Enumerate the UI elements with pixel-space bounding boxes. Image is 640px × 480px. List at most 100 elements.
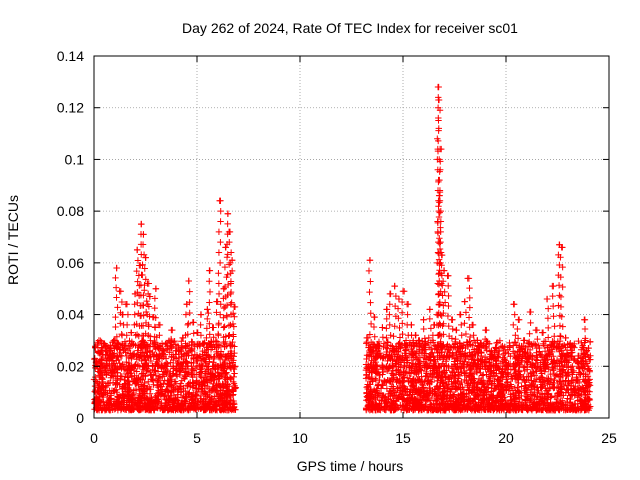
data-point-marker bbox=[101, 401, 108, 409]
data-point-marker bbox=[154, 398, 161, 406]
data-point-marker bbox=[527, 319, 534, 327]
data-point-marker bbox=[112, 274, 119, 282]
data-point-marker bbox=[197, 405, 204, 412]
data-point-marker bbox=[223, 381, 231, 388]
y-tick-label: 0.08 bbox=[57, 203, 84, 219]
data-point-marker bbox=[197, 372, 204, 380]
data-point-marker bbox=[112, 313, 119, 321]
data-point-marker bbox=[219, 397, 227, 404]
data-point-marker bbox=[112, 284, 120, 291]
data-point-marker bbox=[188, 393, 195, 401]
data-point-marker bbox=[482, 326, 489, 334]
data-point-marker bbox=[159, 371, 167, 378]
data-point-marker bbox=[565, 378, 572, 385]
data-point-marker bbox=[391, 282, 398, 290]
data-point-marker bbox=[186, 288, 193, 295]
data-point-marker bbox=[123, 393, 131, 400]
data-point-marker bbox=[140, 251, 148, 258]
data-point-marker bbox=[159, 347, 167, 354]
data-point-marker bbox=[401, 388, 409, 396]
data-point-marker bbox=[94, 401, 101, 408]
data-point-marker bbox=[133, 368, 140, 375]
data-point-marker bbox=[201, 390, 209, 398]
grid-lines bbox=[94, 56, 609, 418]
data-point-marker bbox=[226, 332, 233, 339]
data-point-marker bbox=[426, 354, 433, 361]
data-point-marker bbox=[195, 385, 202, 393]
data-point-marker bbox=[190, 330, 197, 337]
data-point-marker bbox=[436, 209, 443, 216]
data-point-marker bbox=[203, 383, 211, 391]
data-point-marker bbox=[526, 330, 533, 337]
data-point-marker bbox=[379, 324, 386, 331]
data-point-marker bbox=[125, 369, 133, 377]
data-point-marker bbox=[98, 382, 106, 389]
data-point-marker bbox=[169, 326, 176, 334]
data-point-marker bbox=[123, 321, 131, 329]
data-point-marker bbox=[544, 315, 552, 322]
chart-title: Day 262 of 2024, Rate Of TEC Index for r… bbox=[182, 20, 518, 36]
data-point-marker bbox=[182, 311, 190, 318]
data-point-marker bbox=[191, 384, 199, 392]
x-tick-label: 10 bbox=[292, 430, 308, 446]
x-axis-title: GPS time / hours bbox=[297, 458, 404, 474]
data-point-marker bbox=[366, 288, 373, 296]
data-point-marker bbox=[132, 377, 139, 384]
data-point-marker bbox=[128, 405, 136, 412]
data-point-marker bbox=[165, 383, 173, 390]
x-tick-label: 25 bbox=[601, 430, 617, 446]
data-point-marker bbox=[193, 371, 200, 378]
data-point-marker bbox=[232, 384, 239, 391]
data-point-marker bbox=[426, 315, 433, 323]
data-point-marker bbox=[129, 391, 136, 398]
data-point-marker bbox=[105, 379, 112, 387]
data-point-marker bbox=[121, 338, 129, 345]
data-point-marker bbox=[549, 292, 556, 300]
data-point-marker bbox=[94, 340, 102, 348]
data-point-marker bbox=[149, 349, 156, 357]
data-point-marker bbox=[100, 388, 107, 396]
data-point-marker bbox=[220, 304, 228, 312]
data-point-marker bbox=[130, 389, 137, 397]
data-point-marker bbox=[569, 363, 576, 370]
data-point-marker bbox=[136, 400, 143, 408]
data-point-marker bbox=[391, 323, 398, 330]
data-point-marker bbox=[183, 358, 190, 366]
data-point-marker bbox=[150, 381, 157, 388]
data-point-marker bbox=[445, 282, 452, 290]
data-point-marker bbox=[186, 400, 193, 407]
data-point-marker bbox=[586, 338, 594, 345]
data-point-marker bbox=[386, 321, 393, 329]
data-point-marker bbox=[155, 345, 162, 352]
data-point-marker bbox=[227, 396, 235, 404]
data-point-marker bbox=[216, 197, 223, 204]
data-point-marker bbox=[396, 324, 403, 332]
data-point-marker bbox=[117, 320, 124, 327]
data-point-marker bbox=[458, 321, 465, 329]
data-point-marker bbox=[139, 322, 147, 329]
data-point-marker bbox=[445, 292, 452, 300]
data-point-marker bbox=[466, 284, 473, 292]
data-point-marker bbox=[399, 402, 406, 410]
data-point-marker bbox=[465, 387, 472, 394]
data-point-marker bbox=[197, 381, 204, 388]
data-point-marker bbox=[420, 316, 427, 323]
data-point-marker bbox=[110, 398, 118, 405]
data-point-marker bbox=[150, 371, 157, 378]
data-point-marker bbox=[114, 304, 121, 311]
data-point-marker bbox=[398, 309, 406, 316]
data-point-marker bbox=[189, 366, 196, 374]
data-point-marker bbox=[453, 326, 460, 334]
y-tick-label: 0.04 bbox=[57, 307, 84, 323]
data-point-marker bbox=[167, 389, 174, 397]
data-point-marker bbox=[160, 347, 168, 355]
data-point-marker bbox=[134, 246, 141, 254]
data-point-marker bbox=[367, 310, 374, 317]
data-point-marker bbox=[206, 278, 213, 285]
data-point-marker bbox=[541, 348, 549, 355]
data-point-marker bbox=[228, 406, 235, 414]
data-point-marker bbox=[578, 355, 586, 362]
data-point-marker bbox=[219, 405, 226, 413]
data-point-marker bbox=[168, 388, 175, 395]
data-point-marker bbox=[555, 282, 563, 289]
